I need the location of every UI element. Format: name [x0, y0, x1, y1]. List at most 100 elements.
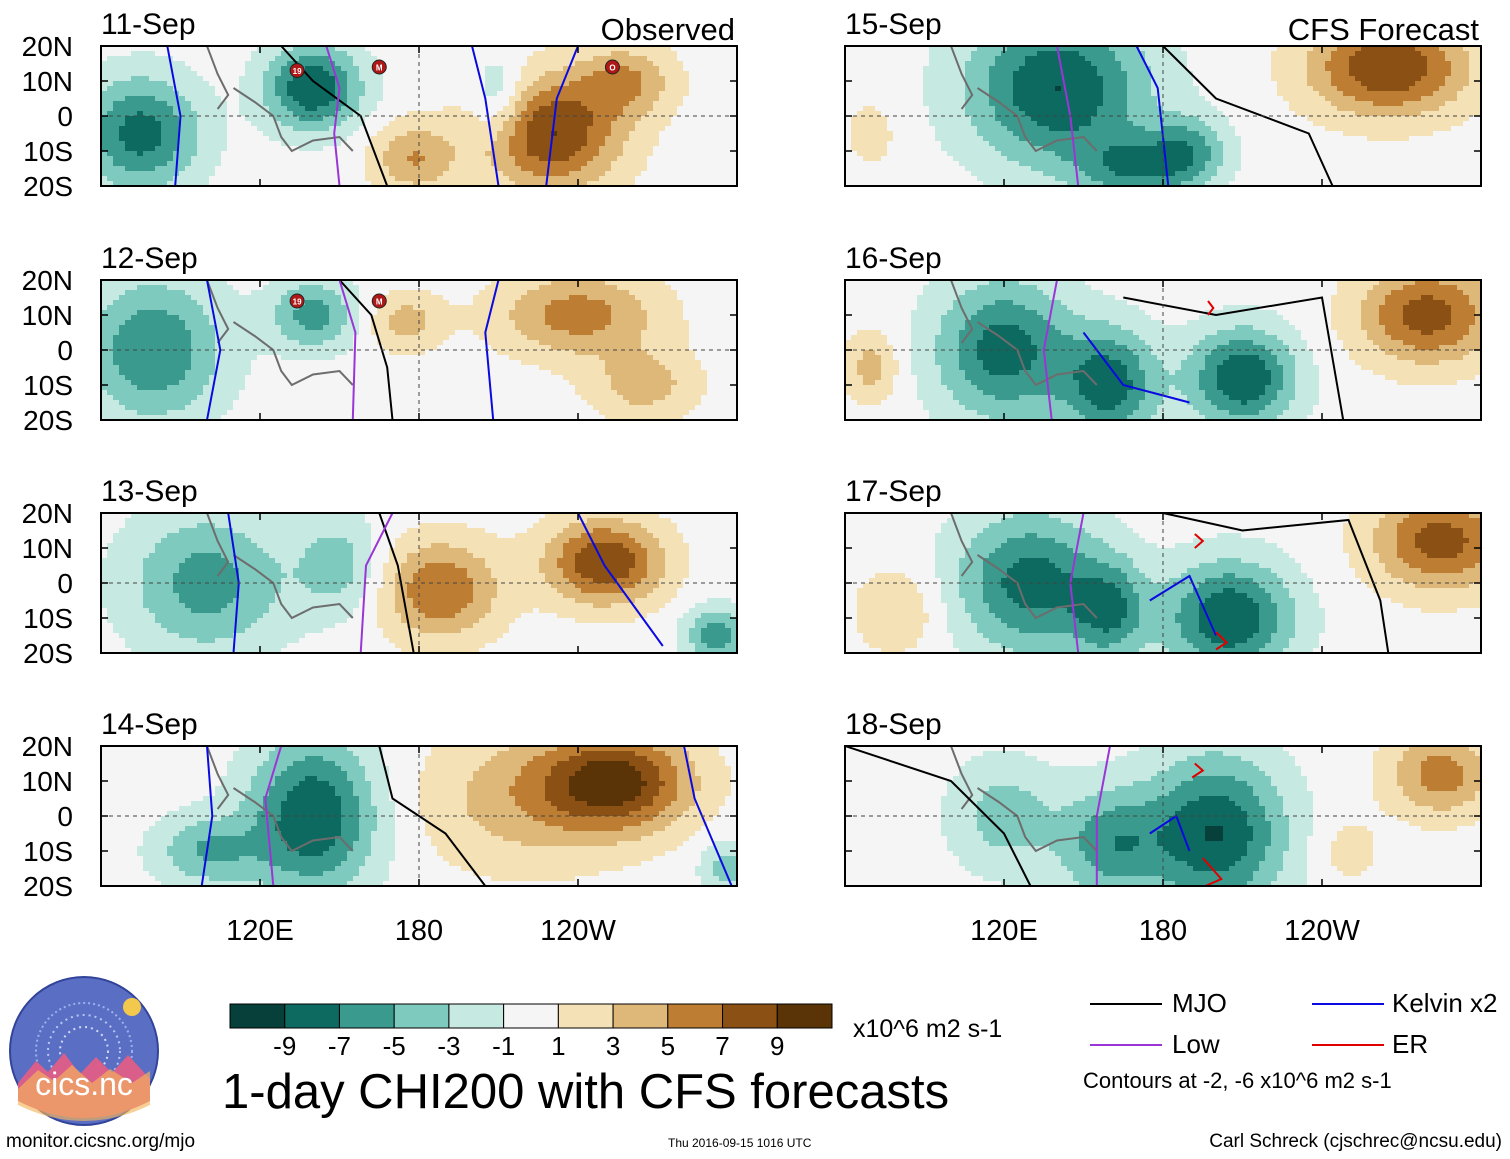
contour-er: [1207, 300, 1215, 316]
coastline: [232, 787, 354, 853]
contour-low: [264, 746, 283, 886]
contour-low: [325, 46, 341, 186]
contour-kelvin: [471, 46, 500, 186]
panel-field: [101, 746, 737, 886]
map-panel-15-sep: 15-Sep CFS Forecast: [844, 8, 1482, 187]
panel-date-label: 11-Sep: [101, 8, 196, 41]
coastline: [950, 746, 974, 810]
panel-field: [845, 280, 1481, 420]
y-tick-label: 10N: [22, 66, 73, 97]
colorbar-tick-label: 9: [770, 1031, 784, 1062]
y-tick-label: 20S: [23, 871, 73, 902]
x-tick-label: 180: [395, 915, 443, 947]
y-tick-label: 0: [57, 568, 73, 599]
colorbar-tick-label: -7: [328, 1031, 351, 1062]
coastline: [206, 46, 230, 110]
colorbar-swatch: [448, 1003, 505, 1029]
map-panel-18-sep: 18-Sep: [844, 708, 1482, 887]
panel-date-label: 13-Sep: [101, 475, 198, 508]
footer-site: monitor.cicsnc.org/mjo: [6, 1131, 195, 1153]
legend-swatch-er: [1312, 1044, 1384, 1046]
colorbar-swatch: [667, 1003, 724, 1029]
colorbar-tick-label: -5: [383, 1031, 406, 1062]
x-tick-label: 120E: [226, 915, 294, 947]
colorbar-swatch: [503, 1003, 559, 1029]
contour-kelvin: [1149, 574, 1217, 636]
y-tick-label: 10S: [23, 836, 73, 867]
coastline: [206, 746, 230, 810]
y-tick-label: 10N: [22, 766, 73, 797]
panel-date-label: 15-Sep: [845, 8, 942, 41]
storm-marker-icon: [371, 293, 387, 309]
legend-label-kelvin: Kelvin x2: [1392, 988, 1498, 1019]
legend-swatch-kelvin: [1312, 1003, 1384, 1005]
panel-date-label: 18-Sep: [845, 708, 942, 741]
contour-er: [1191, 762, 1205, 779]
legend-swatch-mjo: [1090, 1003, 1162, 1005]
coastline: [232, 554, 354, 620]
colorbar-swatch: [393, 1003, 450, 1029]
x-tick-label: 180: [1139, 915, 1187, 947]
map-panel-11-sep: 19 M O 20N 10N 0 10S 20S 11-Sep Observed: [22, 8, 738, 202]
y-tick-label: 20S: [23, 171, 73, 202]
y-tick-label: 20N: [22, 498, 73, 529]
storm-marker-icon: [289, 293, 305, 309]
panel-date-label: 17-Sep: [845, 475, 942, 508]
y-tick-label: 10S: [23, 136, 73, 167]
chi200-panels-figure: 19 M O 20N 10N 0 10S 20S 11-Sep Observed 19 M 20N 10N…: [22, 8, 1482, 947]
logo-wordmark: cics.nc: [10, 1066, 158, 1103]
column-header: Observed: [601, 12, 735, 47]
coastline: [976, 87, 1098, 153]
contour-mjo: [378, 513, 415, 653]
coastline: [206, 280, 230, 344]
y-tick-label: 20S: [23, 638, 73, 669]
y-tick-label: 10N: [22, 533, 73, 564]
contour-mjo: [1123, 296, 1345, 420]
contour-low: [1042, 280, 1058, 420]
y-tick-label: 10S: [23, 370, 73, 401]
x-tick-label: 120W: [1284, 915, 1360, 947]
colorbar-swatch: [776, 1003, 833, 1029]
map-panel-17-sep: 17-Sep: [844, 475, 1482, 654]
coastline: [976, 321, 1098, 387]
colorbar-swatch: [612, 1003, 669, 1029]
colorbar-swatch: [229, 1003, 286, 1029]
panel-date-label: 12-Sep: [101, 242, 198, 275]
map-panel-13-sep: 20N 10N 0 10S 20S 13-Sep: [22, 475, 738, 669]
contour-low: [359, 513, 394, 653]
footer-author: Carl Schreck (cjschrec@ncsu.edu): [1209, 1131, 1502, 1153]
contour-er: [1215, 631, 1229, 651]
map-panel-12-sep: 19 M 20N 10N 0 10S 20S 12-Sep: [22, 242, 738, 436]
y-tick-label: 0: [57, 335, 73, 366]
colorbar-tick-labels: -9 -7 -5 -3 -1 1 3 5 7 9: [0, 1031, 1510, 1067]
colorbar-swatch: [722, 1003, 778, 1029]
contour-mjo: [845, 746, 1032, 886]
colorbar-swatch: [338, 1003, 395, 1029]
storm-marker-icon: [371, 59, 387, 75]
colorbar-tick-label: 3: [606, 1031, 620, 1062]
legend-swatch-low: [1090, 1044, 1162, 1046]
coastline: [950, 513, 974, 577]
storm-marker-icon: [604, 59, 620, 75]
colorbar-tick-label: 5: [661, 1031, 675, 1062]
panel-date-label: 14-Sep: [101, 708, 198, 741]
storm-marker-label: M: [376, 298, 383, 307]
contour-er: [1194, 533, 1205, 549]
contour-mjo: [378, 746, 487, 886]
storm-marker-label: 19: [293, 298, 302, 307]
y-tick-label: 20N: [22, 31, 73, 62]
map-panel-16-sep: 16-Sep: [844, 242, 1482, 421]
colorbar-tick-label: 1: [551, 1031, 565, 1062]
colorbar-units: x10^6 m2 s-1: [853, 1015, 1002, 1044]
colorbar-swatch: [284, 1003, 340, 1029]
contour-kelvin: [577, 513, 664, 647]
y-tick-label: 0: [57, 801, 73, 832]
panel-field: 19 M O: [101, 46, 737, 186]
contour-levels-note: Contours at -2, -6 x10^6 m2 s-1: [1083, 1068, 1392, 1094]
cics-nc-logo: [9, 976, 159, 1126]
legend-label-low: Low: [1172, 1029, 1220, 1060]
contour-kelvin: [1135, 46, 1170, 186]
panel-field: [845, 46, 1481, 186]
panel-field: [845, 513, 1481, 653]
y-tick-label: 10S: [23, 603, 73, 634]
